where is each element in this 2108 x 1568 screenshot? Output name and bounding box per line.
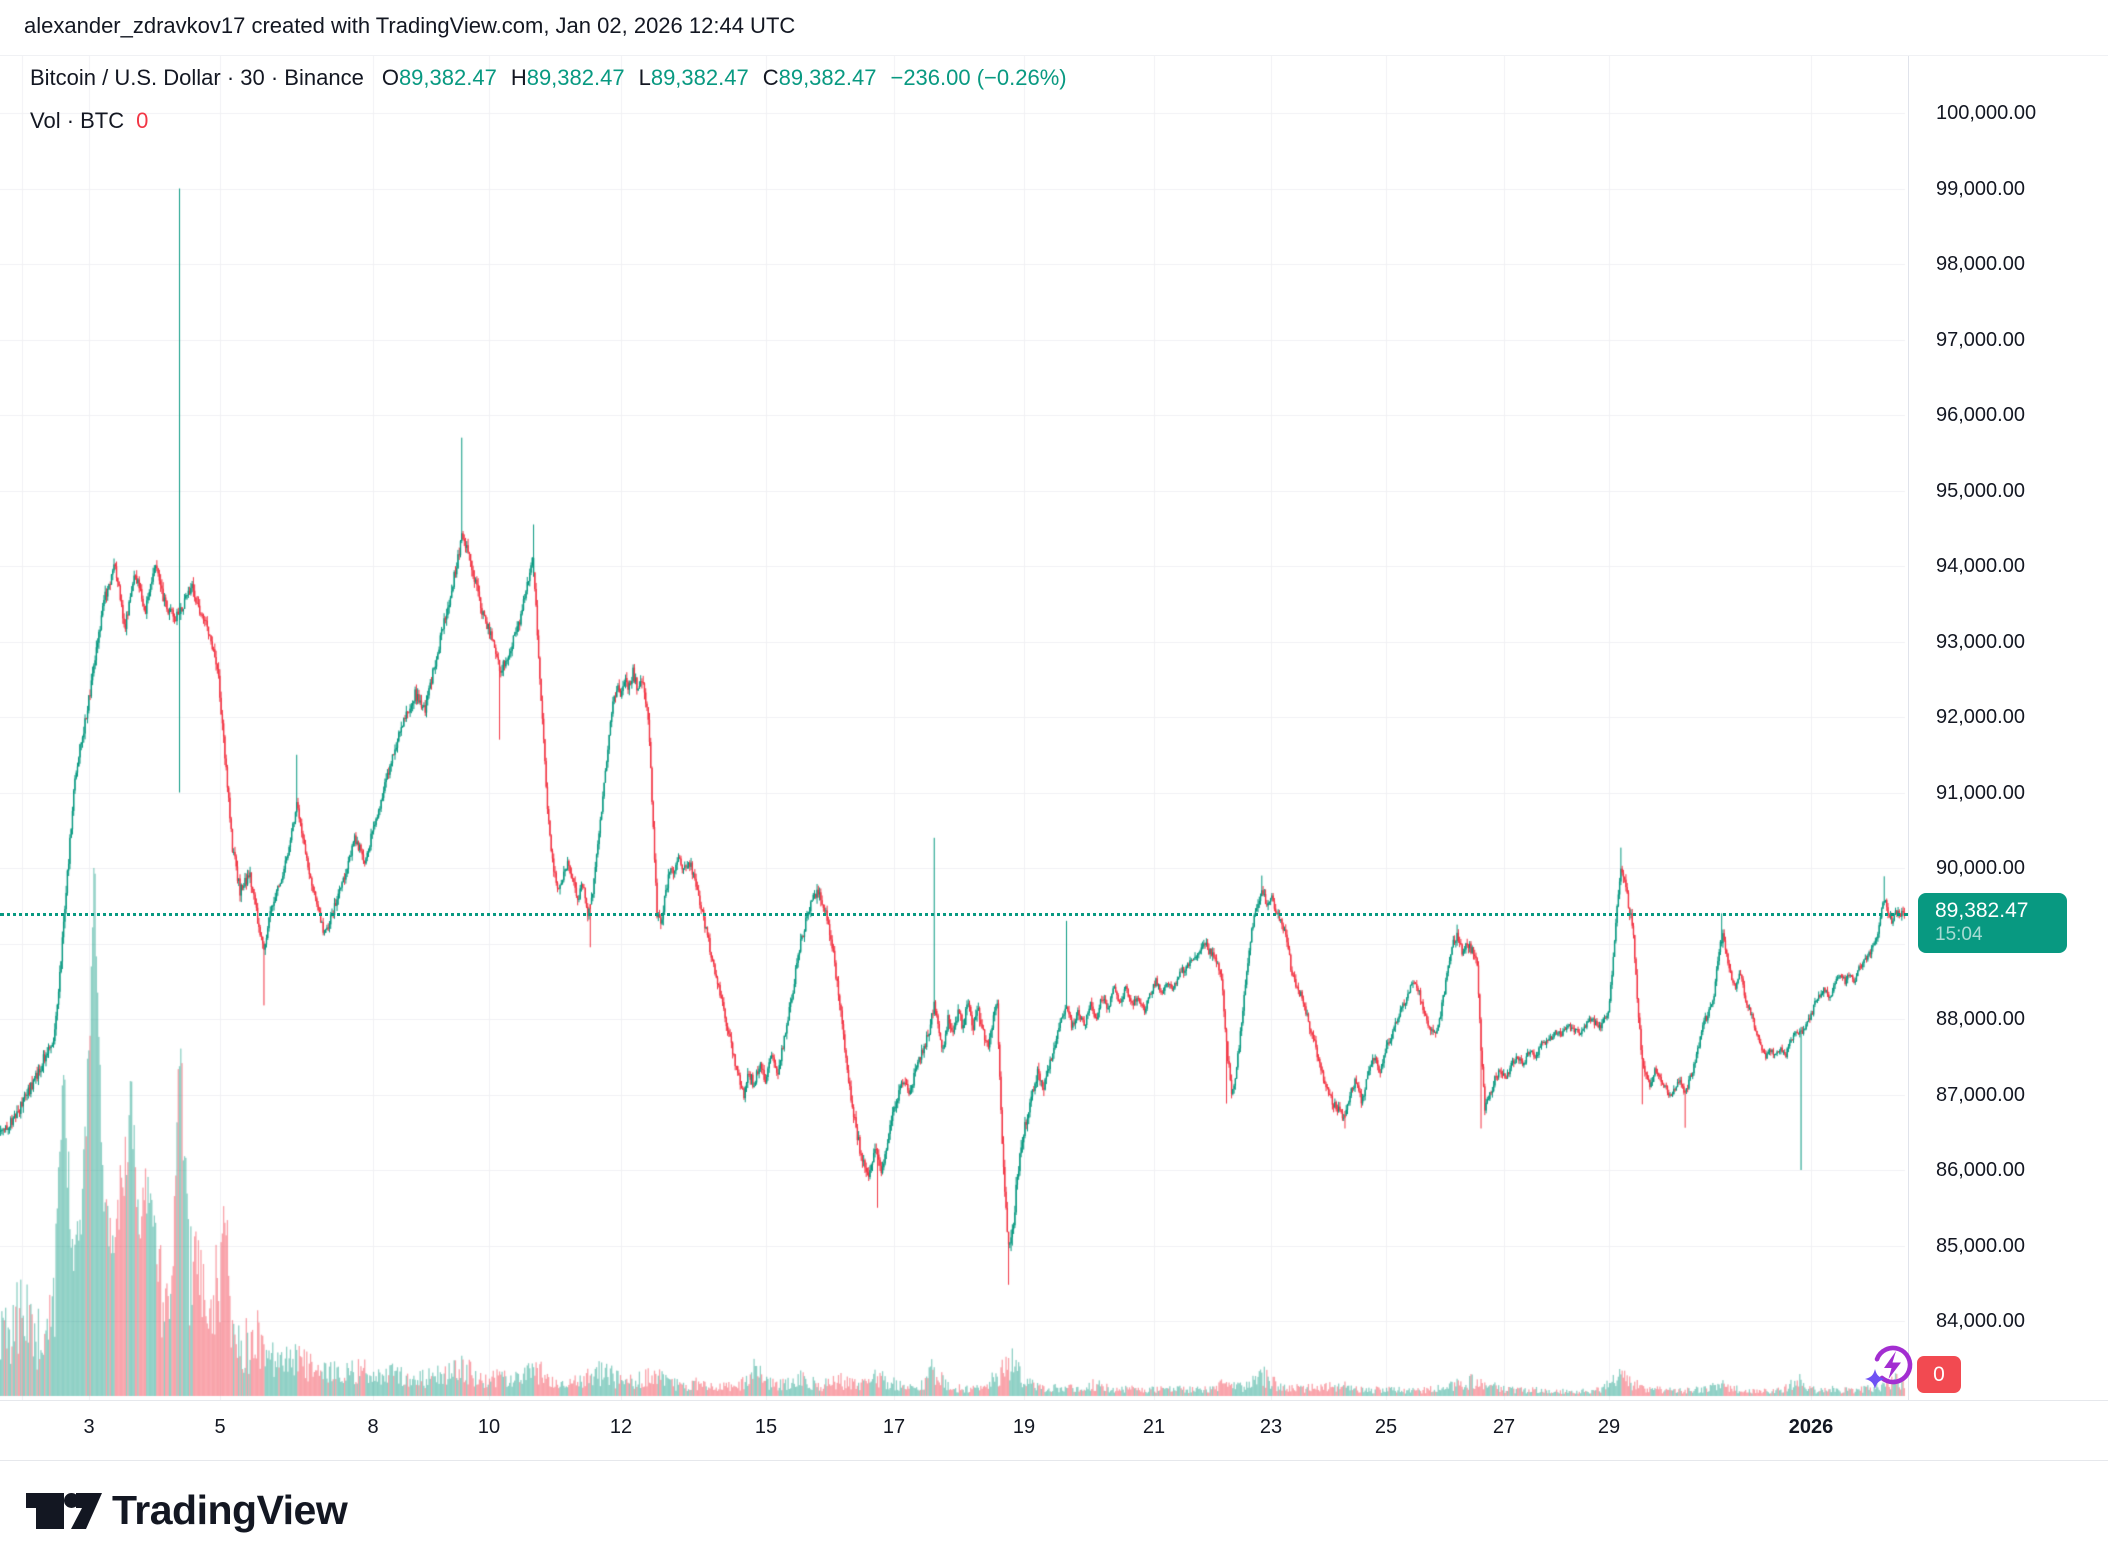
current-price-dotted-line [0,913,1908,916]
price-tick-label: 100,000.00 [1936,102,2037,124]
price-tick-label: 96,000.00 [1936,404,2025,426]
time-tick-label: 8 [367,1416,379,1438]
price-tick-label: 98,000.00 [1936,253,2025,275]
last-price-time: 15:04 [1935,924,1983,945]
price-tick-label: 87,000.00 [1936,1083,2025,1106]
low-label: L [638,65,651,90]
count-badge[interactable]: 0 [1917,1356,1961,1393]
symbol-title[interactable]: Bitcoin / U.S. Dollar · 30 · Binance [30,65,364,90]
open-value: 89,382.47 [398,65,497,90]
price-tick-label: 95,000.00 [1936,479,2025,502]
last-price-badge: 89,382.47 15:04 [1918,893,2067,953]
time-tick-label: 10 [477,1416,501,1438]
time-tick-label: 21 [1142,1416,1166,1438]
open-label: O [381,65,399,90]
candlestick-chart-canvas[interactable] [0,56,1908,1401]
volume-label[interactable]: Vol · BTC [30,108,125,133]
chart-pane[interactable]: Bitcoin / U.S. Dollar · 30 · Binance O89,… [0,55,2108,1401]
time-tick-label: 19 [1012,1416,1036,1438]
tradingview-wordmark: TradingView [112,1486,348,1533]
price-tick-label: 85,000.00 [1936,1234,2025,1257]
close-label: C [762,65,779,90]
snapshot-header: alexander_zdravkov17 created with Tradin… [0,0,2108,55]
lightning-bolt-icon [1884,1351,1901,1379]
time-tick-label: 15 [754,1416,778,1438]
time-tick-label: 27 [1492,1416,1516,1438]
time-tick-label: 3 [83,1416,95,1438]
price-tick-label: 97,000.00 [1936,328,2025,351]
ai-spark-lightning-icon[interactable] [1862,1338,1920,1396]
high-value: 89,382.47 [526,65,625,90]
price-tick-label: 88,000.00 [1936,1008,2025,1030]
attribution-text: alexander_zdravkov17 created with Tradin… [24,13,796,38]
tradingview-logo[interactable]: TradingView [24,1484,348,1536]
price-tick-label: 92,000.00 [1936,706,2025,728]
sparkle-star-icon [1865,1369,1885,1389]
price-tick-label: 99,000.00 [1936,177,2025,200]
price-tick-label: 84,000.00 [1936,1310,2025,1332]
price-tick-label: 93,000.00 [1936,630,2025,653]
time-tick-label: 12 [609,1416,633,1438]
time-tick-label: 23 [1259,1416,1283,1438]
price-tick-label: 86,000.00 [1936,1159,2025,1181]
price-scale[interactable]: 100,000.00 99,000.00 98,000.00 97,000.00 96,… [1908,56,2108,1401]
high-label: H [510,65,527,90]
time-scale[interactable]: 3 5 8 10 12 15 17 19 21 23 25 27 29 2026 [0,1400,2108,1461]
change-value: −236.00 (−0.26%) [890,65,1067,90]
tradingview-mark-icon [26,1493,102,1529]
price-tick-label: 94,000.00 [1936,555,2025,577]
price-tick-label: 90,000.00 [1936,857,2025,879]
time-tick-label: 5 [214,1416,226,1438]
volume-value: 0 [136,108,149,133]
time-tick-label: 17 [882,1416,906,1438]
time-tick-label: 2026 [1788,1416,1834,1438]
close-value: 89,382.47 [778,65,877,90]
low-value: 89,382.47 [650,65,749,90]
time-tick-label: 29 [1597,1416,1621,1438]
chart-legend: Bitcoin / U.S. Dollar · 30 · Binance O89,… [30,65,1067,134]
price-tick-label: 91,000.00 [1936,781,2025,804]
last-price-value: 89,382.47 [1935,899,2029,922]
time-tick-label: 25 [1374,1416,1398,1438]
